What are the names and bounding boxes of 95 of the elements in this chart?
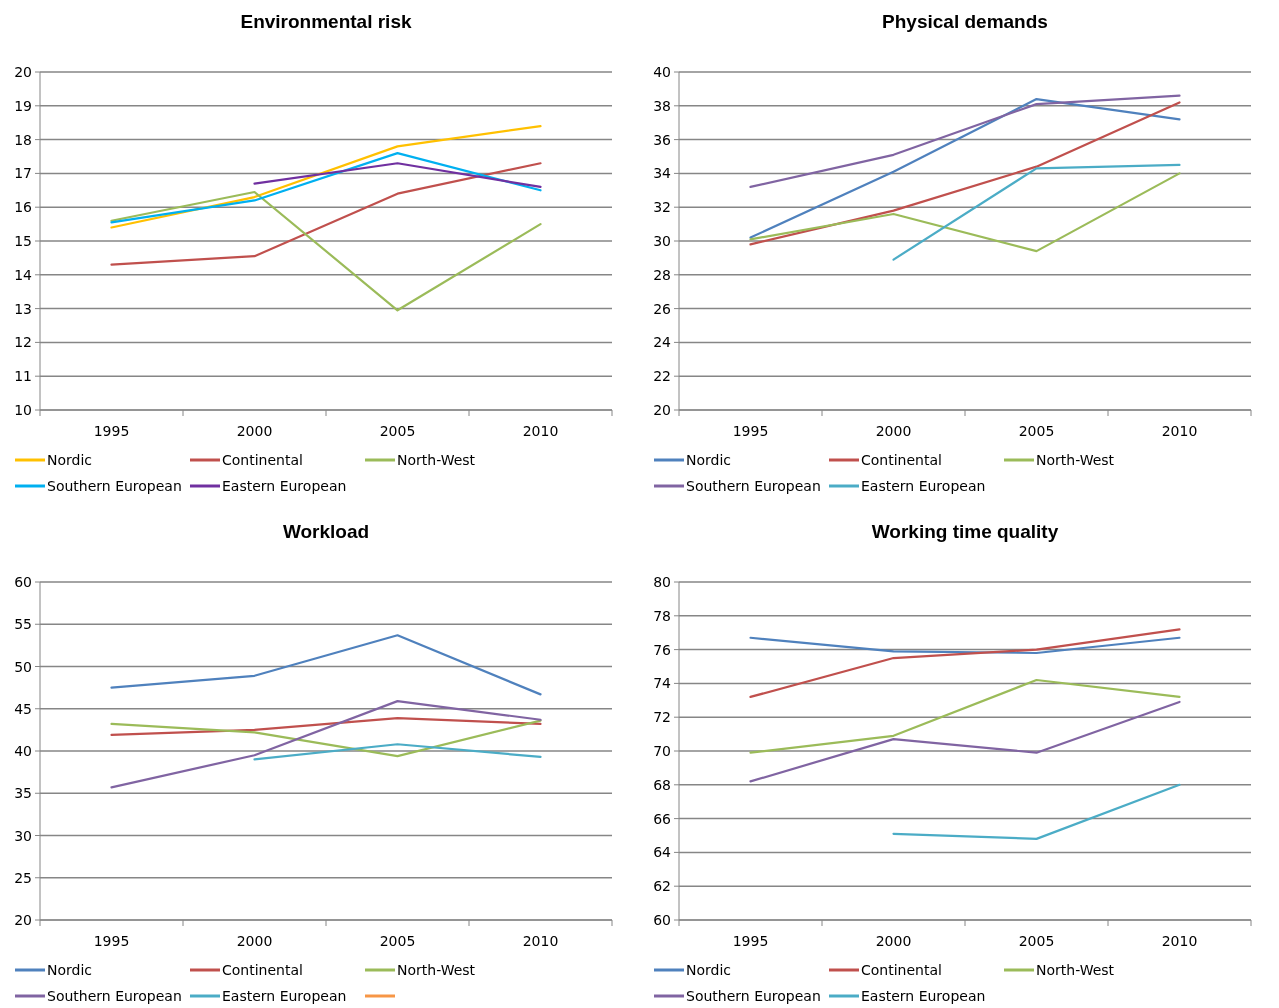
x-tick-label: 2010 — [522, 423, 559, 439]
legend-label: Eastern European — [222, 478, 347, 494]
y-tick-label: 78 — [653, 607, 671, 624]
line-series — [749, 172, 1181, 253]
legend-label: Nordic — [47, 962, 93, 978]
y-tick-label: 50 — [14, 658, 32, 675]
line-series — [110, 190, 542, 312]
y-tick-label: 25 — [14, 869, 32, 886]
legend-label: Continental — [861, 452, 942, 468]
y-tick-label: 60 — [653, 912, 671, 928]
chart-title: Working time quality — [871, 521, 1059, 542]
y-tick-label: 16 — [14, 199, 33, 216]
y-tick-label: 35 — [14, 785, 32, 802]
legend-label: Continental — [222, 452, 303, 468]
x-tick-label: 2010 — [1161, 423, 1198, 439]
chart-title: Environmental risk — [240, 11, 412, 32]
y-tick-label: 55 — [14, 616, 32, 633]
x-tick-label: 1995 — [93, 933, 130, 949]
line-series — [110, 162, 542, 266]
x-tick-label: 1995 — [732, 933, 769, 949]
y-tick-label: 66 — [653, 810, 672, 827]
y-tick-label: 18 — [14, 131, 32, 148]
y-tick-label: 19 — [14, 97, 32, 114]
legend-label: Southern European — [47, 478, 182, 494]
y-tick-label: 80 — [653, 574, 671, 590]
y-tick-label: 45 — [14, 700, 32, 717]
y-tick-label: 72 — [653, 709, 671, 726]
y-tick-label: 64 — [653, 844, 672, 861]
y-tick-label: 20 — [14, 912, 32, 928]
x-tick-label: 2000 — [875, 423, 912, 439]
x-tick-label: 1995 — [93, 423, 130, 439]
x-tick-label: 1995 — [732, 423, 769, 439]
y-tick-label: 28 — [653, 266, 671, 283]
y-tick-label: 32 — [653, 199, 671, 216]
x-tick-label: 2000 — [236, 423, 273, 439]
y-tick-label: 14 — [14, 266, 33, 283]
line-series — [110, 719, 542, 758]
y-tick-label: 60 — [14, 574, 32, 590]
y-tick-label: 12 — [14, 334, 32, 351]
line-series — [749, 628, 1181, 699]
chart-title: Workload — [282, 521, 370, 542]
legend-label: Eastern European — [861, 478, 986, 494]
legend-label: North-West — [1036, 452, 1115, 468]
x-tick-label: 2000 — [236, 933, 273, 949]
line-series — [749, 700, 1181, 783]
x-tick-label: 2005 — [1018, 933, 1055, 949]
x-tick-label: 2000 — [875, 933, 912, 949]
legend-label: Nordic — [686, 452, 732, 468]
legend-label: Nordic — [47, 452, 93, 468]
chart-title: Physical demands — [882, 11, 1048, 32]
y-tick-label: 40 — [653, 64, 671, 80]
line-series — [110, 634, 542, 696]
y-tick-label: 38 — [653, 97, 671, 114]
legend-label: Eastern European — [222, 988, 347, 1004]
y-tick-label: 10 — [14, 402, 32, 418]
line-series — [749, 94, 1181, 189]
legend-label: Southern European — [686, 478, 821, 494]
legend-label: Eastern European — [861, 988, 986, 1004]
y-tick-label: 20 — [14, 64, 32, 80]
legend-label: Southern European — [686, 988, 821, 1004]
legend-label: Continental — [222, 962, 303, 978]
x-tick-label: 2005 — [1018, 423, 1055, 439]
y-tick-label: 70 — [653, 743, 671, 759]
y-tick-label: 13 — [14, 300, 32, 317]
y-tick-label: 34 — [653, 165, 672, 182]
y-tick-label: 30 — [14, 827, 32, 844]
x-tick-label: 2005 — [379, 933, 416, 949]
y-tick-label: 15 — [14, 233, 32, 249]
line-series — [110, 124, 542, 229]
line-series — [749, 678, 1181, 754]
legend-label: North-West — [397, 452, 476, 468]
y-tick-label: 22 — [653, 368, 671, 385]
y-tick-label: 68 — [653, 776, 671, 793]
y-tick-label: 17 — [14, 165, 32, 182]
y-tick-label: 26 — [653, 300, 672, 317]
y-tick-label: 36 — [653, 131, 672, 148]
line-series — [110, 152, 542, 224]
y-tick-label: 40 — [14, 743, 32, 759]
y-tick-label: 62 — [653, 878, 671, 895]
x-tick-label: 2010 — [1161, 933, 1198, 949]
line-series — [110, 700, 542, 789]
y-tick-label: 24 — [653, 334, 672, 351]
legend-label: North-West — [397, 962, 476, 978]
legend-label: Continental — [861, 962, 942, 978]
legend-label: Nordic — [686, 962, 732, 978]
y-tick-label: 11 — [14, 368, 32, 385]
y-tick-label: 74 — [653, 675, 672, 692]
x-tick-label: 2005 — [379, 423, 416, 439]
line-series — [110, 716, 542, 737]
legend-label: Southern European — [47, 988, 182, 1004]
x-tick-label: 2010 — [522, 933, 559, 949]
legend-label: North-West — [1036, 962, 1115, 978]
y-tick-label: 30 — [653, 233, 671, 249]
y-tick-label: 20 — [653, 402, 671, 418]
y-tick-label: 76 — [653, 641, 672, 658]
